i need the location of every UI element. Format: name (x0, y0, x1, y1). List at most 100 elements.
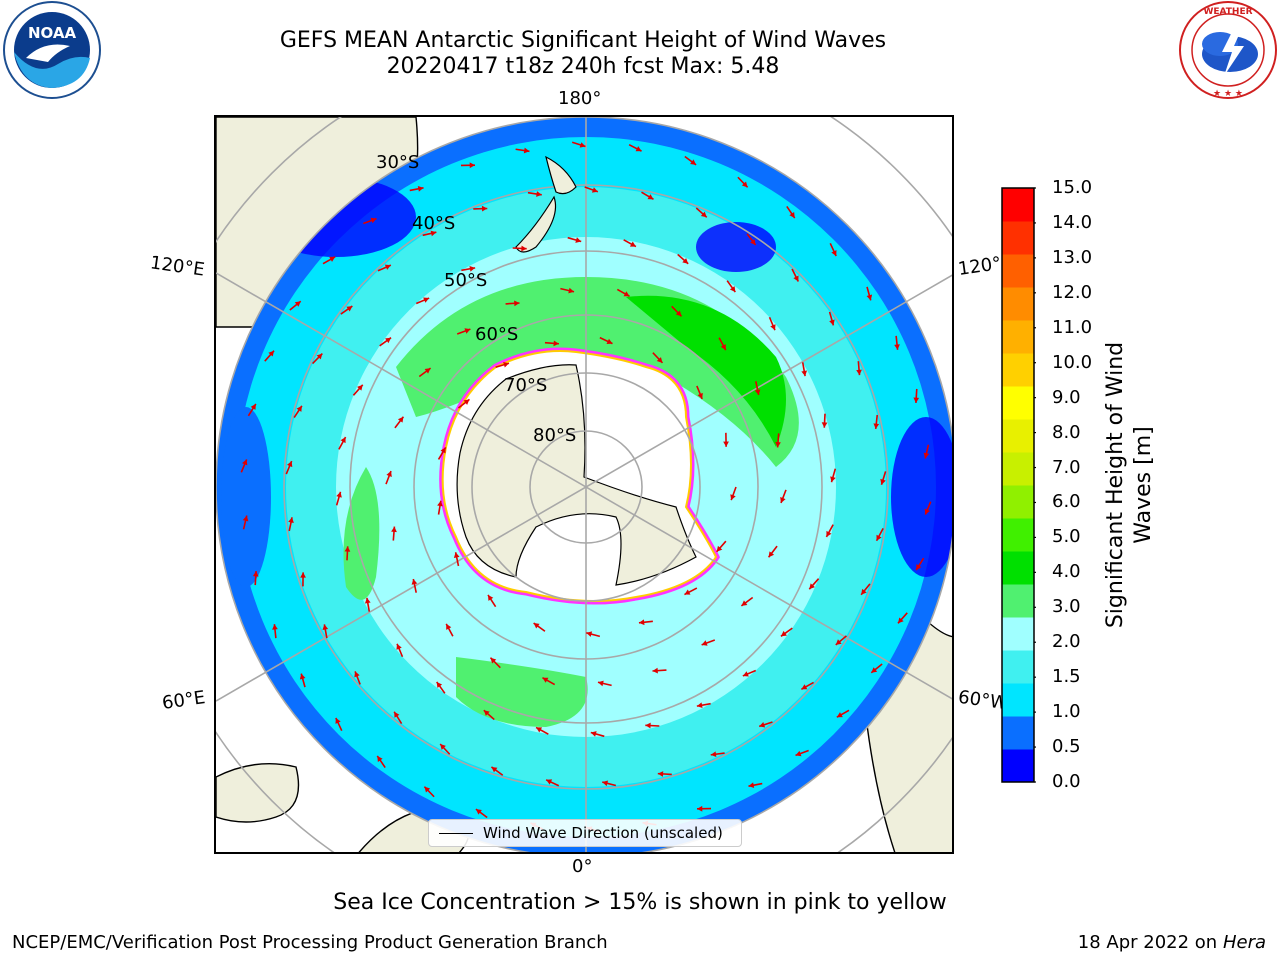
wind-arrow-head (775, 441, 781, 448)
wind-arrow-head (602, 780, 609, 787)
antarctica (439, 347, 721, 605)
legend-line-swatch (439, 832, 473, 834)
wind-arrow-head (417, 185, 424, 192)
wind-arrow-head (657, 771, 664, 777)
map-panel (214, 115, 954, 854)
wind-arrow-head (801, 684, 808, 690)
colorbar-segment (1002, 749, 1034, 783)
colorbar-segment (1002, 254, 1034, 288)
svg-text:★ ★ ★: ★ ★ ★ (1213, 89, 1243, 99)
wind-arrow-head (386, 471, 392, 477)
wind-arrow-head (430, 230, 437, 237)
wind-arrow-head (821, 422, 828, 428)
wind-arrow-head (829, 319, 835, 326)
wind-arrow-head (514, 300, 520, 307)
wind-arrow-head (656, 357, 663, 363)
wind-arrow-head (464, 328, 471, 334)
wind-arrow-head (568, 287, 575, 294)
parallel-label-30s: 30°S (376, 152, 420, 173)
colorbar-tick-label: 14.0 (1052, 211, 1093, 233)
wind-arrow-head (638, 619, 645, 626)
colorbar-tick-label: 10.0 (1052, 351, 1093, 373)
colorbar-tick-label: 12.0 (1052, 281, 1093, 303)
wind-arrow-head (768, 551, 775, 558)
wind-arrow-head (652, 667, 658, 674)
wind-arrow-head (606, 338, 613, 344)
wind-arrow-head (894, 344, 900, 350)
wind-arrow-head (675, 310, 682, 317)
wind-arrow-head (789, 212, 795, 219)
colorbar-segment (1002, 518, 1034, 552)
wind-arrow-head (795, 750, 802, 757)
wind-arrow-head (623, 291, 630, 297)
wind-arrow-head (913, 397, 920, 403)
wind-arrow-head (411, 578, 418, 585)
svg-text:WEATHER: WEATHER (1203, 7, 1252, 17)
map-canvas (216, 117, 952, 852)
map-legend: Wind Wave Direction (unscaled) (428, 819, 742, 847)
wind-arrow-head (384, 264, 391, 270)
wind-arrow-head (871, 667, 878, 673)
wind-arrow-head (490, 657, 497, 664)
wind-arrow-head (579, 142, 586, 148)
wind-arrow-head (491, 766, 498, 773)
wind-arrow-head (440, 744, 446, 750)
wind-arrow-head (488, 594, 494, 601)
wind-arrow-head (856, 369, 862, 376)
wind-arrow-head (521, 245, 527, 252)
wind-arrow-head (701, 640, 708, 646)
colorbar-segment (1002, 188, 1034, 222)
wind-arrow-head (299, 673, 306, 680)
wind-arrows (240, 141, 932, 833)
wind-arrow-head (826, 530, 832, 537)
wind-arrow-head (770, 324, 776, 331)
wind-arrow-head (754, 389, 761, 396)
wind-arrow-head (424, 368, 431, 374)
wind-arrow-head (741, 600, 748, 606)
wind-arrow-head (546, 779, 553, 785)
colorbar-segment (1002, 386, 1034, 420)
wind-arrow-head (861, 588, 867, 595)
wind-arrow-head (346, 306, 353, 312)
wind-arrow-head (897, 617, 904, 624)
wind-arrow-head (436, 681, 443, 688)
wind-arrow-head (424, 786, 431, 793)
wind-arrow-head (241, 459, 248, 466)
wind-arrow-head (394, 711, 400, 718)
wind-arrow-head (750, 239, 756, 246)
colorbar-tick-label: 9.0 (1052, 386, 1081, 408)
wind-arrow-head (742, 671, 749, 677)
meridian-label-upper-right: 120° (956, 253, 1003, 280)
wind-arrow-head (446, 623, 452, 630)
wind-arrow-head (385, 337, 392, 344)
wind-arrow-head (370, 217, 377, 224)
colorbar-segment (1002, 419, 1034, 453)
footer-credit: NCEP/EMC/Verification Post Processing Pr… (12, 932, 608, 953)
wind-arrow-head (916, 564, 922, 571)
wind-arrow-head (437, 500, 443, 507)
wind-arrow-head (440, 447, 446, 454)
parallel-label-60s: 60°S (475, 324, 519, 345)
colorbar-segment (1002, 287, 1034, 321)
wind-arrow-head (294, 301, 301, 307)
wind-arrow-head (469, 265, 476, 272)
colorbar-tick-label: 0.0 (1052, 771, 1081, 792)
parallel-label-70s: 70°S (504, 375, 548, 396)
meridian-label-bottom: 0° (572, 856, 593, 877)
wind-arrow-head (286, 461, 293, 468)
wind-arrow-head (463, 399, 470, 405)
colorbar-segment (1002, 716, 1034, 750)
wind-arrow-head (391, 526, 397, 533)
colorbar-tick-label: 6.0 (1052, 491, 1081, 513)
wind-arrow-head (716, 545, 723, 552)
wind-arrow-head (697, 805, 703, 812)
wind-arrow-head (300, 572, 306, 578)
colorbar-tick-label: 7.0 (1052, 456, 1081, 478)
wind-arrow-head (536, 727, 543, 733)
wind-arrow-head (296, 405, 302, 412)
wind-arrow-head (923, 452, 930, 459)
wind-arrow-head (741, 181, 748, 188)
wind-arrow-head (344, 546, 351, 552)
wind-arrow-head (364, 597, 371, 604)
colorbar-segment (1002, 551, 1034, 585)
